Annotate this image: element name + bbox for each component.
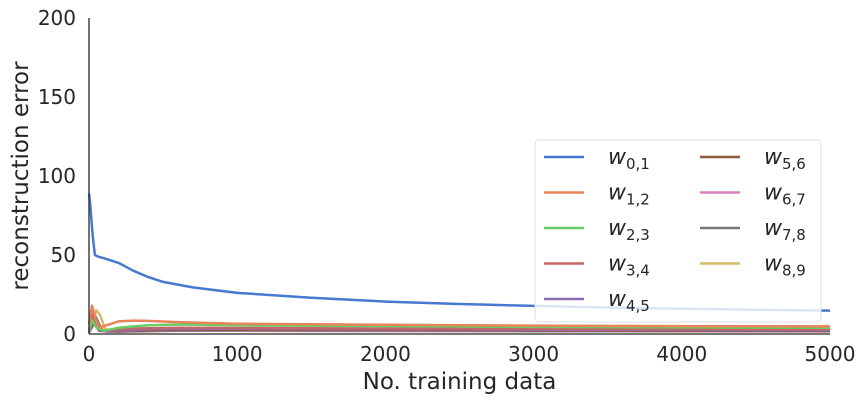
legend-symbol: w — [608, 252, 627, 277]
legend-symbol: w — [608, 181, 627, 206]
legend-subscript: 6,7 — [782, 191, 806, 209]
legend-symbol: w — [608, 216, 627, 241]
legend-item: w5,6 — [700, 145, 806, 173]
legend-item: w7,8 — [700, 216, 806, 244]
series-line — [87, 318, 831, 333]
x-tick-label: 3000 — [508, 342, 559, 366]
legend-item: w4,5 — [544, 287, 650, 315]
x-tick-label: 5000 — [805, 342, 856, 366]
legend-label: w4,5 — [608, 287, 650, 315]
y-tick-label: 200 — [38, 6, 76, 30]
legend-label: w2,3 — [608, 216, 650, 244]
legend-subscript: 0,1 — [626, 155, 650, 173]
legend-box — [534, 139, 822, 323]
y-tick-label: 100 — [38, 164, 76, 188]
legend-subscript: 2,3 — [626, 226, 650, 244]
legend: w0,1w1,2w2,3w3,4w4,5w5,6w6,7w7,8w8,9 — [534, 139, 822, 323]
legend-symbol: w — [608, 287, 627, 312]
legend-label: w8,9 — [764, 252, 806, 280]
legend-subscript: 3,4 — [626, 262, 650, 280]
y-tick-label: 0 — [63, 322, 76, 346]
legend-item: w6,7 — [700, 181, 806, 209]
legend-label: w5,6 — [764, 145, 806, 173]
legend-label: w1,2 — [608, 181, 650, 209]
legend-label: w3,4 — [608, 252, 650, 280]
x-tick-label: 4000 — [656, 342, 707, 366]
legend-subscript: 1,2 — [626, 191, 650, 209]
legend-item: w1,2 — [544, 181, 650, 209]
legend-symbol: w — [764, 145, 783, 170]
legend-symbol: w — [764, 252, 783, 277]
series-line — [87, 304, 831, 329]
legend-subscript: 7,8 — [782, 226, 806, 244]
legend-item: w3,4 — [544, 252, 650, 280]
legend-label: w7,8 — [764, 216, 806, 244]
x-tick-labels: 0 1000 2000 3000 4000 5000 — [83, 342, 856, 366]
y-axis-title: reconstruction error — [8, 61, 34, 291]
y-tick-labels: 0 50 100 150 200 — [38, 6, 76, 346]
legend-subscript: 4,5 — [626, 297, 650, 315]
legend-item: w0,1 — [544, 145, 650, 173]
x-tick-label: 2000 — [360, 342, 411, 366]
x-tick-label: 0 — [83, 342, 96, 366]
legend-label: w0,1 — [608, 145, 650, 173]
x-tick-label: 1000 — [212, 342, 263, 366]
legend-symbol: w — [608, 145, 627, 170]
y-tick-label: 150 — [38, 85, 76, 109]
legend-label: w6,7 — [764, 181, 806, 209]
legend-subscript: 8,9 — [782, 262, 806, 280]
legend-symbol: w — [764, 216, 783, 241]
y-tick-label: 50 — [51, 243, 76, 267]
legend-item: w2,3 — [544, 216, 650, 244]
x-axis-title: No. training data — [363, 369, 557, 395]
legend-item: w8,9 — [700, 252, 806, 280]
legend-subscript: 5,6 — [782, 155, 806, 173]
legend-symbol: w — [764, 181, 783, 206]
